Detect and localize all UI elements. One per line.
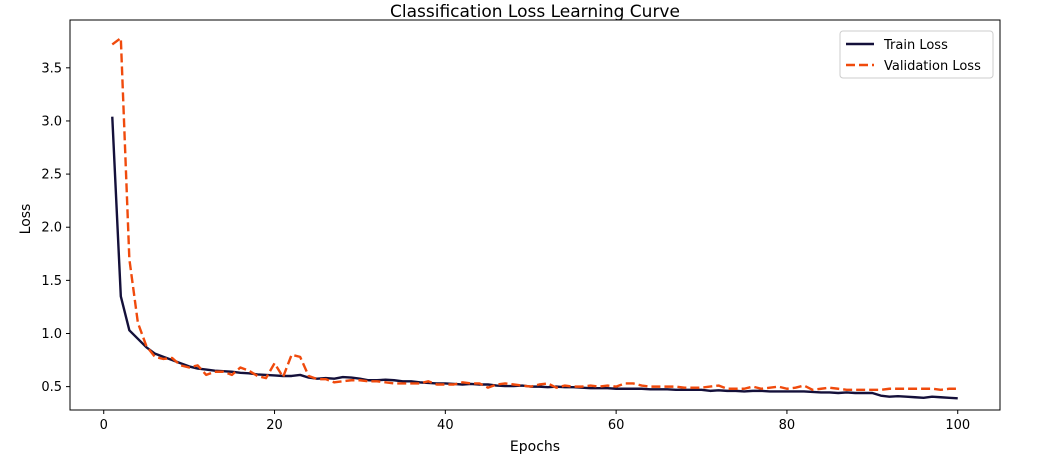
validation-loss-line <box>111 36 958 392</box>
x-tick-label: 60 <box>608 418 625 433</box>
x-axis-label: Epochs <box>510 439 560 455</box>
y-tick-label: 2.0 <box>41 221 62 236</box>
plot-frame <box>69 19 1001 411</box>
y-tick-label: 3.0 <box>41 114 62 129</box>
y-tick-label: 2.5 <box>41 168 62 183</box>
y-axis: 0.5 1.0 1.5 2.0 2.5 3.0 3.5 <box>41 61 70 395</box>
y-tick-label: 1.5 <box>41 274 62 289</box>
x-tick-label: 20 <box>266 418 283 433</box>
x-tick-label: 0 <box>100 418 108 433</box>
legend-label-validation: Validation Loss <box>884 59 981 74</box>
y-axis-label: Loss <box>18 204 34 235</box>
x-tick-label: 80 <box>779 418 796 433</box>
x-tick-label: 40 <box>437 418 454 433</box>
y-tick-label: 0.5 <box>41 380 62 395</box>
x-tick-label: 100 <box>945 418 970 433</box>
plot-lines <box>111 36 958 400</box>
legend-box <box>839 30 994 79</box>
legend: Train Loss Validation Loss <box>839 30 994 79</box>
train-loss-line <box>111 116 958 400</box>
y-tick-label: 1.0 <box>41 327 62 342</box>
x-axis: 0 20 40 60 80 100 <box>100 410 970 433</box>
legend-label-train: Train Loss <box>883 38 948 53</box>
chart-title: Classification Loss Learning Curve <box>390 2 680 22</box>
y-tick-label: 3.5 <box>41 61 62 76</box>
